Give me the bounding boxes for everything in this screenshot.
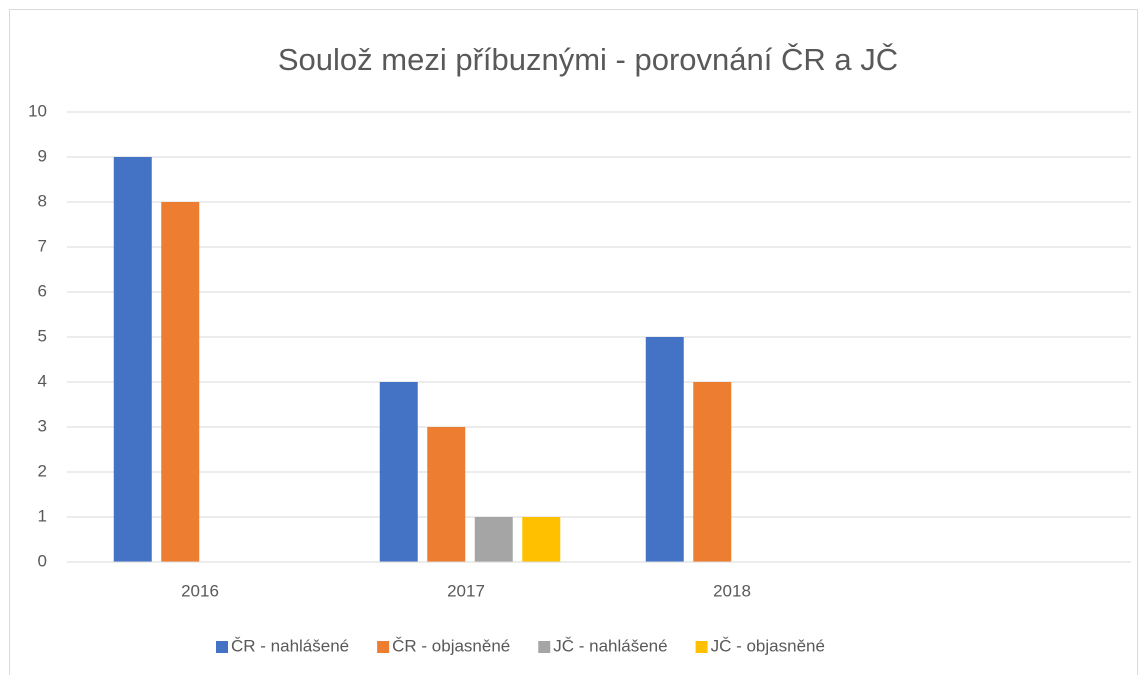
legend-swatch bbox=[216, 641, 228, 653]
bar bbox=[379, 382, 418, 562]
bar bbox=[522, 517, 561, 562]
bar bbox=[474, 517, 513, 562]
y-tick-label: 0 bbox=[38, 551, 47, 570]
bar bbox=[427, 427, 466, 562]
legend-label: JČ - objasněné bbox=[711, 636, 825, 655]
y-tick-label: 6 bbox=[38, 281, 47, 300]
y-tick-label: 7 bbox=[38, 236, 47, 255]
legend-label: ČR - nahlášené bbox=[231, 636, 349, 655]
y-tick-label: 10 bbox=[28, 101, 47, 120]
y-tick-label: 4 bbox=[38, 371, 47, 390]
y-tick-label: 2 bbox=[38, 461, 47, 480]
y-tick-label: 9 bbox=[38, 146, 47, 165]
legend-swatch bbox=[377, 641, 390, 653]
y-tick-label: 8 bbox=[38, 191, 47, 210]
legend-label: ČR - objasněné bbox=[392, 636, 510, 655]
y-tick-label: 5 bbox=[38, 326, 47, 345]
x-tick-label: 2016 bbox=[181, 581, 219, 600]
bar bbox=[645, 337, 684, 562]
bar bbox=[113, 157, 152, 562]
y-tick-label: 1 bbox=[38, 506, 47, 525]
legend-swatch bbox=[695, 641, 708, 653]
y-tick-label: 3 bbox=[38, 416, 47, 435]
legend-label: JČ - nahlášené bbox=[553, 636, 667, 655]
bar bbox=[161, 202, 200, 562]
chart-title: Soulož mezi příbuznými - porovnání ČR a … bbox=[278, 42, 898, 77]
legend-swatch bbox=[538, 641, 551, 653]
x-tick-label: 2017 bbox=[447, 581, 485, 600]
bar bbox=[693, 382, 732, 562]
x-tick-label: 2018 bbox=[713, 581, 751, 600]
